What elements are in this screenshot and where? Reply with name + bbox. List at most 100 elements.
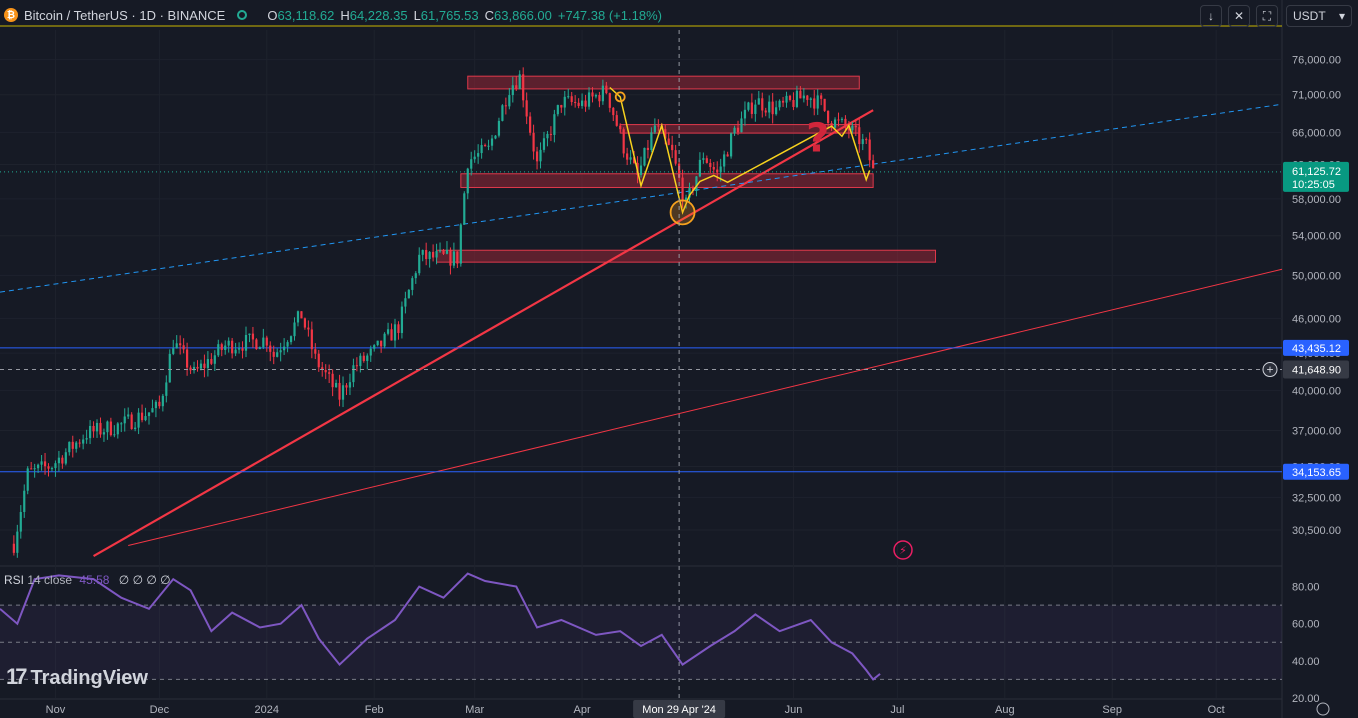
candle-2024-04-12 [619, 125, 622, 130]
long-trendline [128, 268, 1283, 546]
candle-2024-05-28 [778, 100, 781, 108]
price-tick-label: 71,000.00 [1292, 90, 1341, 102]
candle-2023-12-06 [175, 343, 178, 349]
candle-2024-03-08 [497, 120, 501, 136]
candle-2024-01-25 [348, 382, 352, 388]
candle-2024-01-04 [276, 352, 279, 357]
time-tick-label: Oct [1208, 704, 1225, 716]
rsi-value: 45.58 [79, 573, 110, 587]
candle-2024-06-15 [840, 118, 844, 120]
candle-2024-04-14 [626, 153, 629, 160]
candle-2024-01-06 [283, 346, 286, 351]
candle-2024-02-06 [390, 329, 393, 341]
candle-2024-04-04 [591, 92, 594, 97]
candle-2024-03-14 [518, 74, 521, 90]
candle-2024-04-26 [667, 138, 670, 145]
candle-2023-12-11 [192, 366, 196, 371]
candle-2024-04-07 [601, 85, 604, 102]
candle-2023-12-09 [186, 349, 189, 368]
candle-2024-03-11 [508, 95, 511, 107]
candle-2024-05-03 [691, 187, 695, 191]
candle-2024-04-16 [632, 157, 636, 163]
rsi-legend[interactable]: RSI 14 close 45.58 ∅ ∅ ∅ ∅ [4, 573, 171, 587]
candle-2024-02-21 [442, 250, 445, 254]
candle-2024-03-17 [529, 116, 532, 133]
candle-2024-04-19 [643, 147, 646, 166]
rsi-extras: ∅ ∅ ∅ ∅ [118, 573, 171, 587]
arrow-down-icon[interactable]: ↓ [1200, 5, 1222, 27]
candle-2023-12-03 [165, 382, 168, 396]
candle-2024-05-24 [764, 110, 767, 113]
candle-2023-11-30 [154, 401, 158, 409]
pattern-zigzag [609, 86, 871, 215]
candle-2023-10-25 [30, 468, 33, 470]
candle-2023-11-21 [123, 416, 126, 424]
candle-2023-11-01 [54, 463, 57, 469]
candle-2023-11-05 [68, 441, 71, 453]
horizontal-line-label: 34,153.65 [1292, 467, 1341, 479]
candle-2023-11-22 [127, 414, 130, 417]
candle-2024-04-10 [612, 107, 615, 116]
candle-2024-01-10 [296, 311, 300, 323]
candle-2024-05-07 [705, 158, 708, 163]
candle-2024-01-11 [300, 311, 303, 319]
collapse-icon[interactable]: ✕ [1228, 5, 1250, 27]
candle-2023-11-19 [116, 423, 119, 435]
candle-2024-02-05 [386, 329, 390, 334]
candle-2024-01-28 [359, 355, 362, 367]
candle-2023-10-24 [26, 468, 29, 491]
candle-2023-12-12 [196, 366, 199, 369]
candle-2024-05-05 [698, 159, 702, 177]
time-tick-label: Jul [890, 704, 904, 716]
candle-2024-06-08 [816, 95, 819, 109]
candle-2023-12-26 [244, 334, 248, 351]
candle-2024-01-07 [286, 342, 289, 347]
candle-2024-06-20 [858, 127, 861, 145]
rsi-line [0, 572, 881, 681]
brand-name: TradingView [30, 667, 148, 689]
candle-2024-03-29 [570, 96, 573, 102]
candle-2024-02-09 [400, 306, 404, 333]
candle-2024-03-10 [504, 105, 507, 107]
crosshair-price-label: 41,648.90 [1292, 365, 1341, 377]
currency-selector[interactable]: USDT ▾ [1286, 5, 1352, 27]
candle-2024-03-30 [574, 101, 577, 103]
candle-2024-01-08 [289, 336, 293, 343]
question-mark-icon: ? [806, 115, 829, 161]
candle-2024-05-10 [716, 169, 719, 173]
candle-2023-12-07 [179, 343, 182, 346]
candle-2024-04-23 [657, 125, 660, 127]
candle-2024-02-10 [404, 298, 407, 307]
candle-2023-11-27 [144, 416, 147, 421]
rsi-tick-label: 80.00 [1292, 582, 1320, 594]
candle-2024-04-02 [584, 100, 587, 107]
candle-2023-10-30 [47, 466, 50, 469]
candle-2024-05-09 [712, 166, 715, 170]
candle-2024-01-26 [352, 365, 355, 383]
candle-2023-12-02 [161, 395, 164, 407]
candle-2024-01-12 [303, 318, 307, 328]
fullscreen-icon[interactable]: ⛶ [1256, 5, 1278, 27]
candle-2024-05-18 [743, 109, 747, 119]
candle-2024-02-01 [373, 345, 376, 349]
candle-2024-01-18 [324, 369, 327, 373]
candle-2023-11-26 [140, 412, 144, 421]
candle-2024-06-04 [802, 95, 805, 99]
candle-2024-06-17 [847, 126, 850, 131]
candle-2023-11-11 [88, 425, 92, 439]
candle-2023-11-18 [113, 434, 116, 436]
close-value: 63,866.00 [494, 7, 552, 23]
candle-2024-03-02 [477, 153, 480, 157]
candle-2024-06-22 [865, 139, 868, 141]
time-tick-label: Aug [995, 704, 1015, 716]
candle-2024-06-10 [823, 98, 826, 111]
candle-2024-01-02 [269, 345, 272, 352]
candle-2023-12-16 [210, 359, 213, 364]
candle-2023-11-23 [130, 414, 133, 430]
candle-2024-05-25 [768, 101, 771, 113]
symbol-title[interactable]: Bitcoin / TetherUS · 1D · BINANCE [24, 7, 226, 23]
price-tick-label: 54,000.00 [1292, 231, 1341, 243]
candle-2024-03-24 [553, 114, 556, 135]
candle-2023-12-22 [231, 340, 234, 354]
